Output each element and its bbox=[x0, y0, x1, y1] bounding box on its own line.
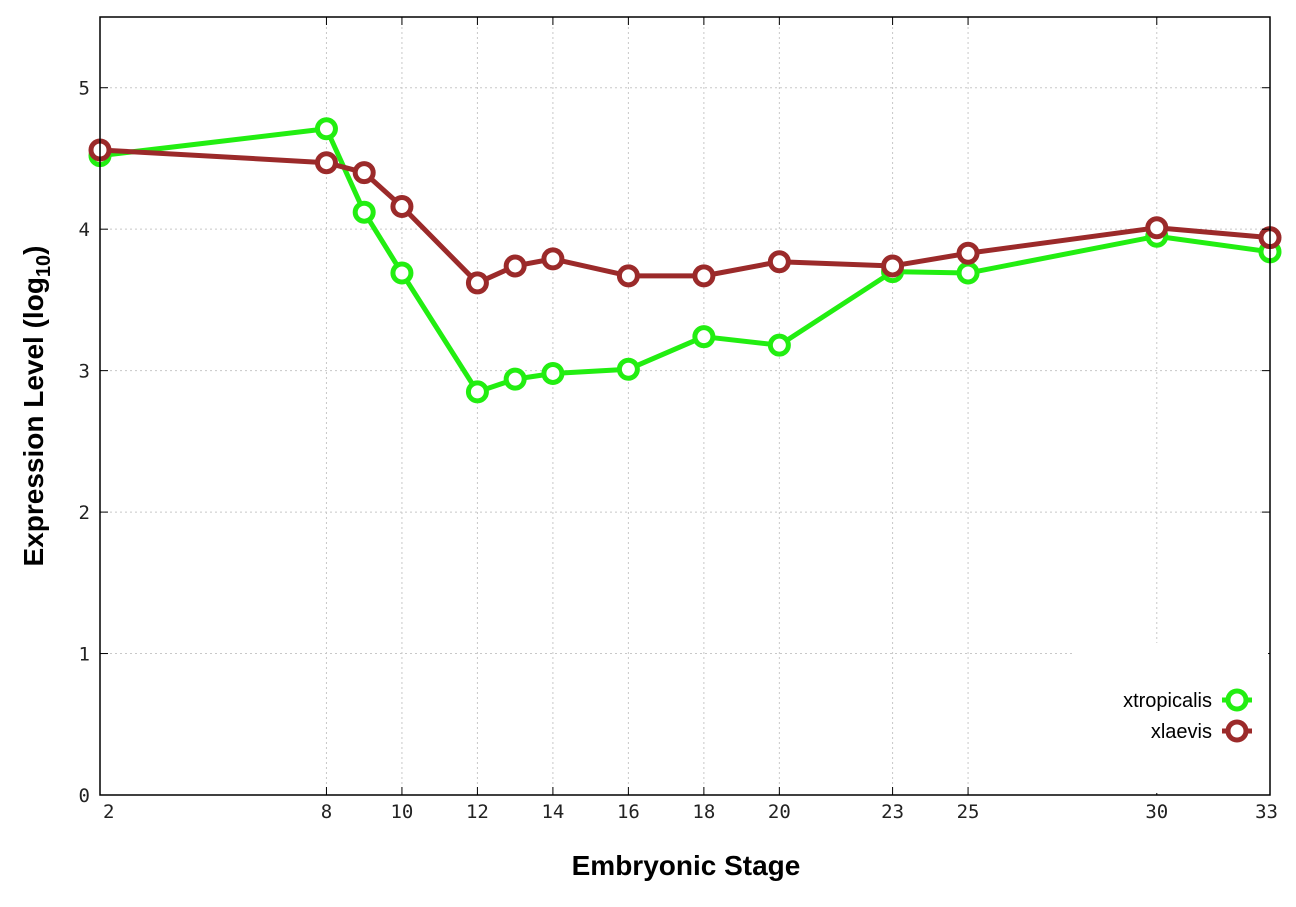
x-tick-label: 20 bbox=[768, 801, 791, 823]
data-point bbox=[1145, 216, 1169, 240]
series-layer bbox=[88, 117, 1282, 404]
data-point bbox=[314, 151, 338, 175]
legend-marker bbox=[1225, 688, 1249, 712]
x-tick-label: 16 bbox=[617, 801, 640, 823]
series-line bbox=[99, 126, 1271, 395]
data-point bbox=[767, 333, 791, 357]
data-point bbox=[503, 367, 527, 391]
x-tick-label: 12 bbox=[466, 801, 489, 823]
series-xlaevis bbox=[88, 138, 1282, 295]
data-point bbox=[352, 161, 376, 185]
data-point bbox=[390, 261, 414, 285]
x-tick-label: 14 bbox=[541, 801, 564, 823]
y-axis-title-main: Expression Level (log bbox=[18, 277, 49, 566]
y-axis-title-close: ) bbox=[18, 246, 49, 255]
data-point bbox=[465, 380, 489, 404]
data-point bbox=[767, 250, 791, 274]
data-point bbox=[692, 264, 716, 288]
y-tick-label: 4 bbox=[79, 219, 90, 241]
x-tick-label: 8 bbox=[321, 801, 332, 823]
data-point bbox=[390, 195, 414, 219]
data-point bbox=[616, 357, 640, 381]
x-tick-label: 25 bbox=[957, 801, 980, 823]
y-tick-label: 0 bbox=[79, 785, 90, 807]
x-tick-label: 30 bbox=[1145, 801, 1168, 823]
legend-background bbox=[1072, 643, 1268, 793]
data-point bbox=[956, 241, 980, 265]
data-point bbox=[541, 247, 565, 271]
y-tick-label: 2 bbox=[79, 502, 90, 524]
y-axis-title-subscript: 10 bbox=[33, 255, 55, 277]
y-tick-label: 3 bbox=[79, 361, 90, 383]
y-axis-title: Expression Level (log10) bbox=[18, 246, 55, 567]
data-point bbox=[881, 254, 905, 278]
x-axis-title: Embryonic Stage bbox=[572, 850, 801, 881]
data-point bbox=[465, 271, 489, 295]
y-tick-label: 1 bbox=[79, 644, 90, 666]
x-tick-label: 23 bbox=[881, 801, 904, 823]
legend-label: xlaevis bbox=[1151, 721, 1212, 743]
legend-label: xtropicalis bbox=[1123, 690, 1212, 712]
data-point bbox=[541, 361, 565, 385]
data-point bbox=[314, 117, 338, 141]
legend: xtropicalis xlaevis bbox=[1072, 643, 1268, 793]
legend-marker bbox=[1225, 719, 1249, 743]
data-point bbox=[503, 254, 527, 278]
x-tick-label: 10 bbox=[390, 801, 413, 823]
data-point bbox=[616, 264, 640, 288]
x-tick-label: 2 bbox=[103, 801, 114, 823]
y-tick-label: 5 bbox=[79, 78, 90, 100]
data-point bbox=[352, 200, 376, 224]
x-tick-label: 33 bbox=[1255, 801, 1278, 823]
x-tick-label: 18 bbox=[692, 801, 715, 823]
data-point bbox=[692, 325, 716, 349]
data-point bbox=[956, 261, 980, 285]
plot-area-frame bbox=[99, 16, 1271, 796]
series-line bbox=[99, 147, 1271, 286]
